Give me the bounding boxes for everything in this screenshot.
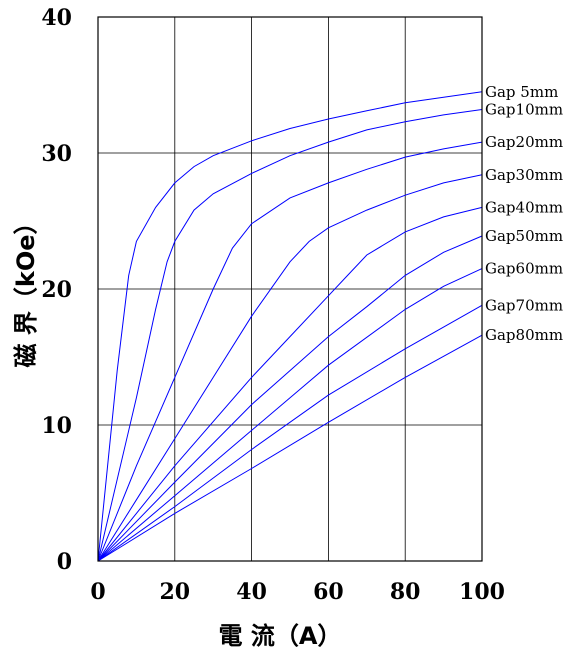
x-tick-label: 40 — [236, 579, 267, 605]
y-tick-label: 20 — [41, 277, 72, 303]
x-tick-label: 60 — [313, 579, 344, 605]
tick-layer: 0 20 40 60 80 100 0 10 20 30 40 — [41, 5, 505, 605]
series-layer — [97, 91, 483, 562]
series-line — [97, 141, 483, 562]
x-tick-label: 0 — [90, 579, 105, 605]
x-tick-label: 80 — [390, 579, 421, 605]
x-tick-label: 100 — [459, 579, 505, 605]
series-label: Gap80mm — [485, 326, 563, 344]
series-label: Gap30mm — [485, 166, 563, 184]
series-label: Gap60mm — [485, 260, 563, 278]
y-tick-label: 10 — [41, 413, 72, 439]
x-tick-label: 20 — [159, 579, 190, 605]
grid-layer — [98, 17, 482, 561]
series-line — [97, 334, 483, 562]
series-line — [97, 235, 483, 562]
y-axis-title: 磁 界（kOe） — [12, 211, 40, 368]
series-line — [97, 268, 483, 562]
series-label: Gap40mm — [485, 198, 563, 216]
series-line — [97, 304, 483, 562]
x-axis-title: 電 流（A） — [219, 622, 342, 650]
y-tick-label: 40 — [41, 5, 72, 31]
plot-frame — [97, 16, 483, 562]
series-label: Gap20mm — [485, 133, 563, 151]
series-label: Gap10mm — [485, 100, 563, 118]
series-line — [97, 206, 483, 562]
series-line — [97, 174, 483, 562]
series-line — [97, 91, 483, 562]
series-label: Gap 5mm — [485, 83, 558, 101]
series-label: Gap70mm — [485, 296, 563, 314]
series-line — [97, 109, 483, 562]
series-label: Gap50mm — [485, 227, 563, 245]
y-tick-label: 30 — [41, 141, 72, 167]
y-tick-label: 0 — [57, 549, 72, 575]
